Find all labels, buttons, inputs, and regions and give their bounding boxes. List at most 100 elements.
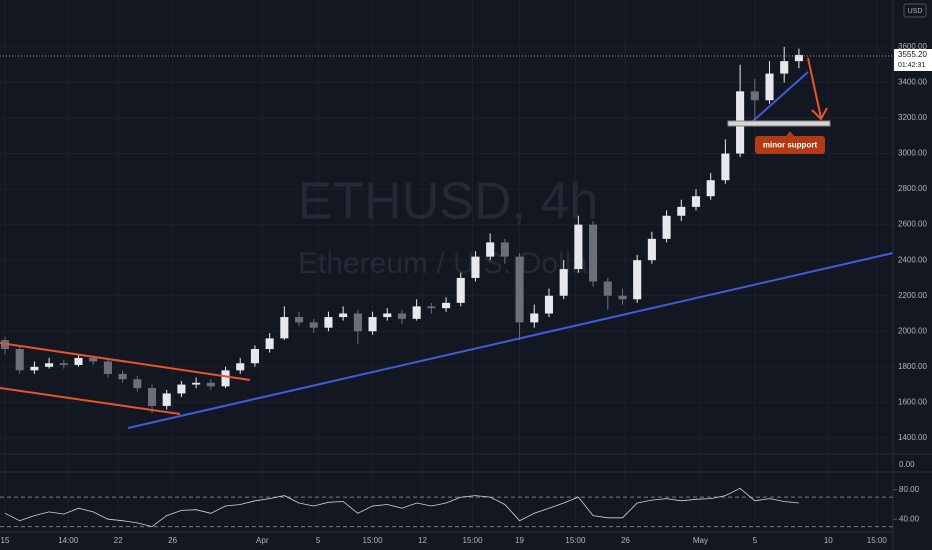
candle-body <box>221 370 230 387</box>
channel-top <box>0 342 251 381</box>
candle-body <box>412 306 421 319</box>
trend-line-small <box>751 71 809 123</box>
arrow-head <box>811 107 828 121</box>
candle-body <box>147 388 157 406</box>
x-tick-label: Apr <box>256 536 269 545</box>
y-tick-label: 1800.00 <box>898 362 927 371</box>
candle-body <box>250 349 259 364</box>
y-tick-label: 2200.00 <box>898 291 927 300</box>
rsi-tick-label: 80.00 <box>899 485 920 494</box>
candle-body <box>353 313 362 332</box>
candle-body <box>30 366 39 371</box>
x-tick-label: 22 <box>114 536 123 545</box>
y-tick-label: 3600.00 <box>898 42 927 51</box>
candle-body <box>471 256 480 278</box>
candle-body <box>236 363 245 371</box>
candle-body <box>103 361 112 374</box>
y-tick-label: 1600.00 <box>898 397 927 406</box>
candle-body <box>294 317 304 323</box>
x-tick-label: May <box>693 536 708 545</box>
candle-body <box>383 313 392 318</box>
x-tick-label: 12 <box>418 536 427 545</box>
candle-body <box>427 306 436 309</box>
candle-body <box>162 393 171 406</box>
y-tick-label: 2400.00 <box>898 255 927 264</box>
candle-body <box>721 153 730 181</box>
candle-body <box>765 73 774 101</box>
axes: 1400.00 1600.00 1800.00 2000.00 2200.00 2400.… <box>1 42 928 545</box>
candle-body <box>397 313 406 319</box>
x-tick-label: 15:00 <box>463 536 484 545</box>
candle-body <box>265 338 274 350</box>
price-box <box>894 49 932 71</box>
trend-line <box>127 252 894 429</box>
candle-body <box>589 224 598 282</box>
candle-body <box>309 322 318 328</box>
candle-body <box>559 269 568 296</box>
candle-body <box>750 91 759 101</box>
y-tick-label: 3000.00 <box>898 149 927 158</box>
currency-box <box>903 3 927 18</box>
candle-body <box>192 382 201 385</box>
x-tick-label: 5 <box>316 536 321 545</box>
candle-body <box>45 363 54 367</box>
candle-body <box>633 260 642 300</box>
candle-body <box>59 363 68 366</box>
candle-body <box>691 196 701 207</box>
candle-body <box>206 382 215 387</box>
x-tick-label: 15 <box>1 536 10 545</box>
x-tick-label: 10 <box>824 536 833 545</box>
candle-body <box>647 238 656 261</box>
rsi-tick-label: 40.00 <box>899 514 920 523</box>
candle-body <box>339 313 348 318</box>
candle-body <box>574 224 583 270</box>
candle-body <box>15 349 24 371</box>
y-tick-label: 2000.00 <box>898 326 927 335</box>
currency: USD <box>908 8 923 15</box>
candle-body <box>530 313 539 323</box>
candle-body <box>706 180 715 197</box>
x-tick-label: 26 <box>621 536 630 545</box>
candle-body <box>133 379 142 389</box>
watermark-subtitle: Ethereum / U.S. Dollar <box>298 247 598 280</box>
annotation-box <box>755 136 825 154</box>
candles <box>0 46 803 414</box>
watermark: ETHUSD, 4h <box>298 173 599 231</box>
y-tick-label: 3200.00 <box>898 113 927 122</box>
candle-body <box>662 215 671 239</box>
rsi-line <box>4 487 799 528</box>
candle-body <box>486 242 495 257</box>
y-tick-label: 2800.00 <box>898 184 927 193</box>
countdown: 01:42:31 <box>898 62 925 69</box>
candle-body <box>280 317 289 339</box>
support-zone <box>727 120 831 127</box>
x-tick-label: 15:00 <box>363 536 384 545</box>
x-tick-label: 15:00 <box>565 536 586 545</box>
candle-body <box>677 206 686 216</box>
candle-body <box>89 357 98 362</box>
candle-body <box>324 317 333 328</box>
annotation-pointer <box>786 131 794 136</box>
candle-body <box>603 281 612 296</box>
candle-body <box>74 357 83 366</box>
y-tick-label: 1400.00 <box>898 433 927 442</box>
candle-body <box>456 277 465 303</box>
x-tick-label: 15:00 <box>867 536 888 545</box>
annotation: minor support <box>763 141 818 150</box>
x-tick-label: 19 <box>515 536 524 545</box>
y-tick-label: 2600.00 <box>898 220 927 229</box>
candle-body <box>544 295 554 314</box>
pane2-label: 0.00 <box>899 460 915 469</box>
arrow <box>807 57 822 119</box>
current-price: 3555.20 <box>898 50 927 59</box>
candle-body <box>368 317 377 332</box>
candle-body <box>118 373 127 380</box>
candle-body <box>442 302 451 309</box>
y-tick-label: 3400.00 <box>898 78 927 87</box>
candle-body <box>515 256 524 323</box>
x-tick-label: 5 <box>753 536 758 545</box>
candle-body <box>794 54 803 62</box>
x-tick-label: 14:00 <box>58 536 79 545</box>
